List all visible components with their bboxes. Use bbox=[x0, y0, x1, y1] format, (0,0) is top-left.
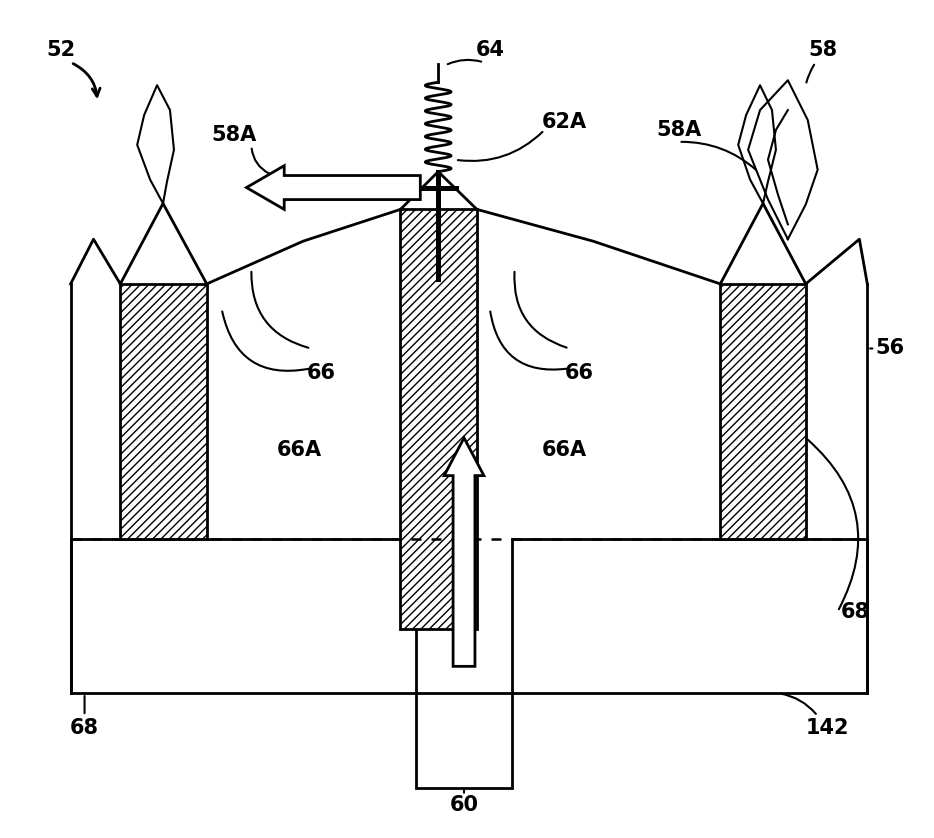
Polygon shape bbox=[512, 539, 868, 693]
Text: 60: 60 bbox=[449, 795, 478, 815]
Text: 64: 64 bbox=[475, 40, 504, 60]
Polygon shape bbox=[445, 438, 484, 666]
Text: 58A: 58A bbox=[211, 125, 256, 145]
Polygon shape bbox=[720, 284, 806, 539]
Text: 66A: 66A bbox=[542, 440, 587, 460]
Polygon shape bbox=[120, 284, 206, 539]
Text: 68: 68 bbox=[70, 718, 99, 738]
Polygon shape bbox=[417, 693, 512, 788]
Polygon shape bbox=[71, 539, 417, 693]
Text: 66A: 66A bbox=[276, 440, 321, 460]
Text: 66: 66 bbox=[565, 364, 594, 383]
Text: 52: 52 bbox=[46, 40, 76, 60]
Text: 58: 58 bbox=[808, 40, 837, 60]
Polygon shape bbox=[401, 210, 477, 628]
Text: 68: 68 bbox=[841, 602, 870, 622]
Polygon shape bbox=[247, 166, 420, 210]
Text: 62A: 62A bbox=[542, 112, 587, 132]
Text: 58A: 58A bbox=[656, 120, 701, 140]
Text: 142: 142 bbox=[806, 718, 849, 738]
Text: 56: 56 bbox=[875, 339, 905, 359]
Text: 66: 66 bbox=[306, 364, 335, 383]
